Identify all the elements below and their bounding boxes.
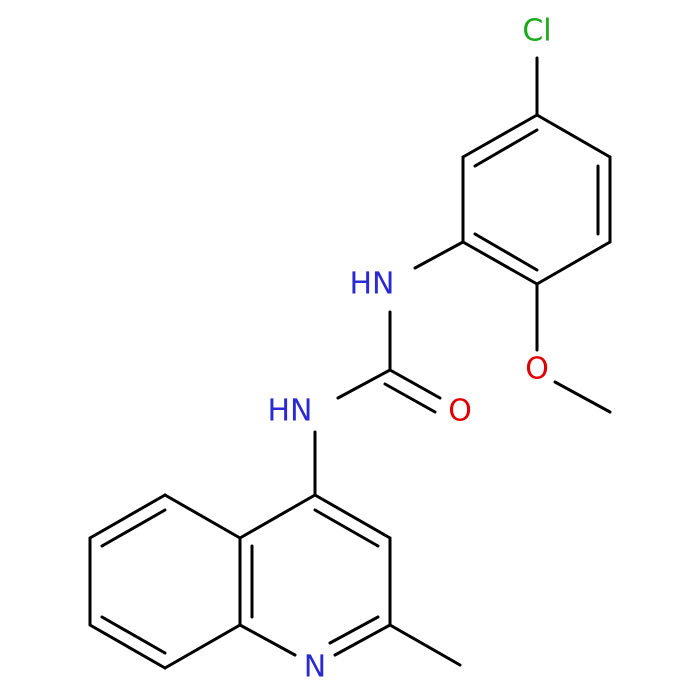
atom-label: Cl: [522, 14, 551, 49]
bonds: [88, 56, 612, 670]
atom-label: N: [304, 650, 326, 685]
atom-label: O: [448, 394, 472, 429]
atom-label: HN: [350, 267, 395, 302]
atom-label: O: [525, 352, 549, 387]
atom-label: HN: [268, 394, 313, 429]
